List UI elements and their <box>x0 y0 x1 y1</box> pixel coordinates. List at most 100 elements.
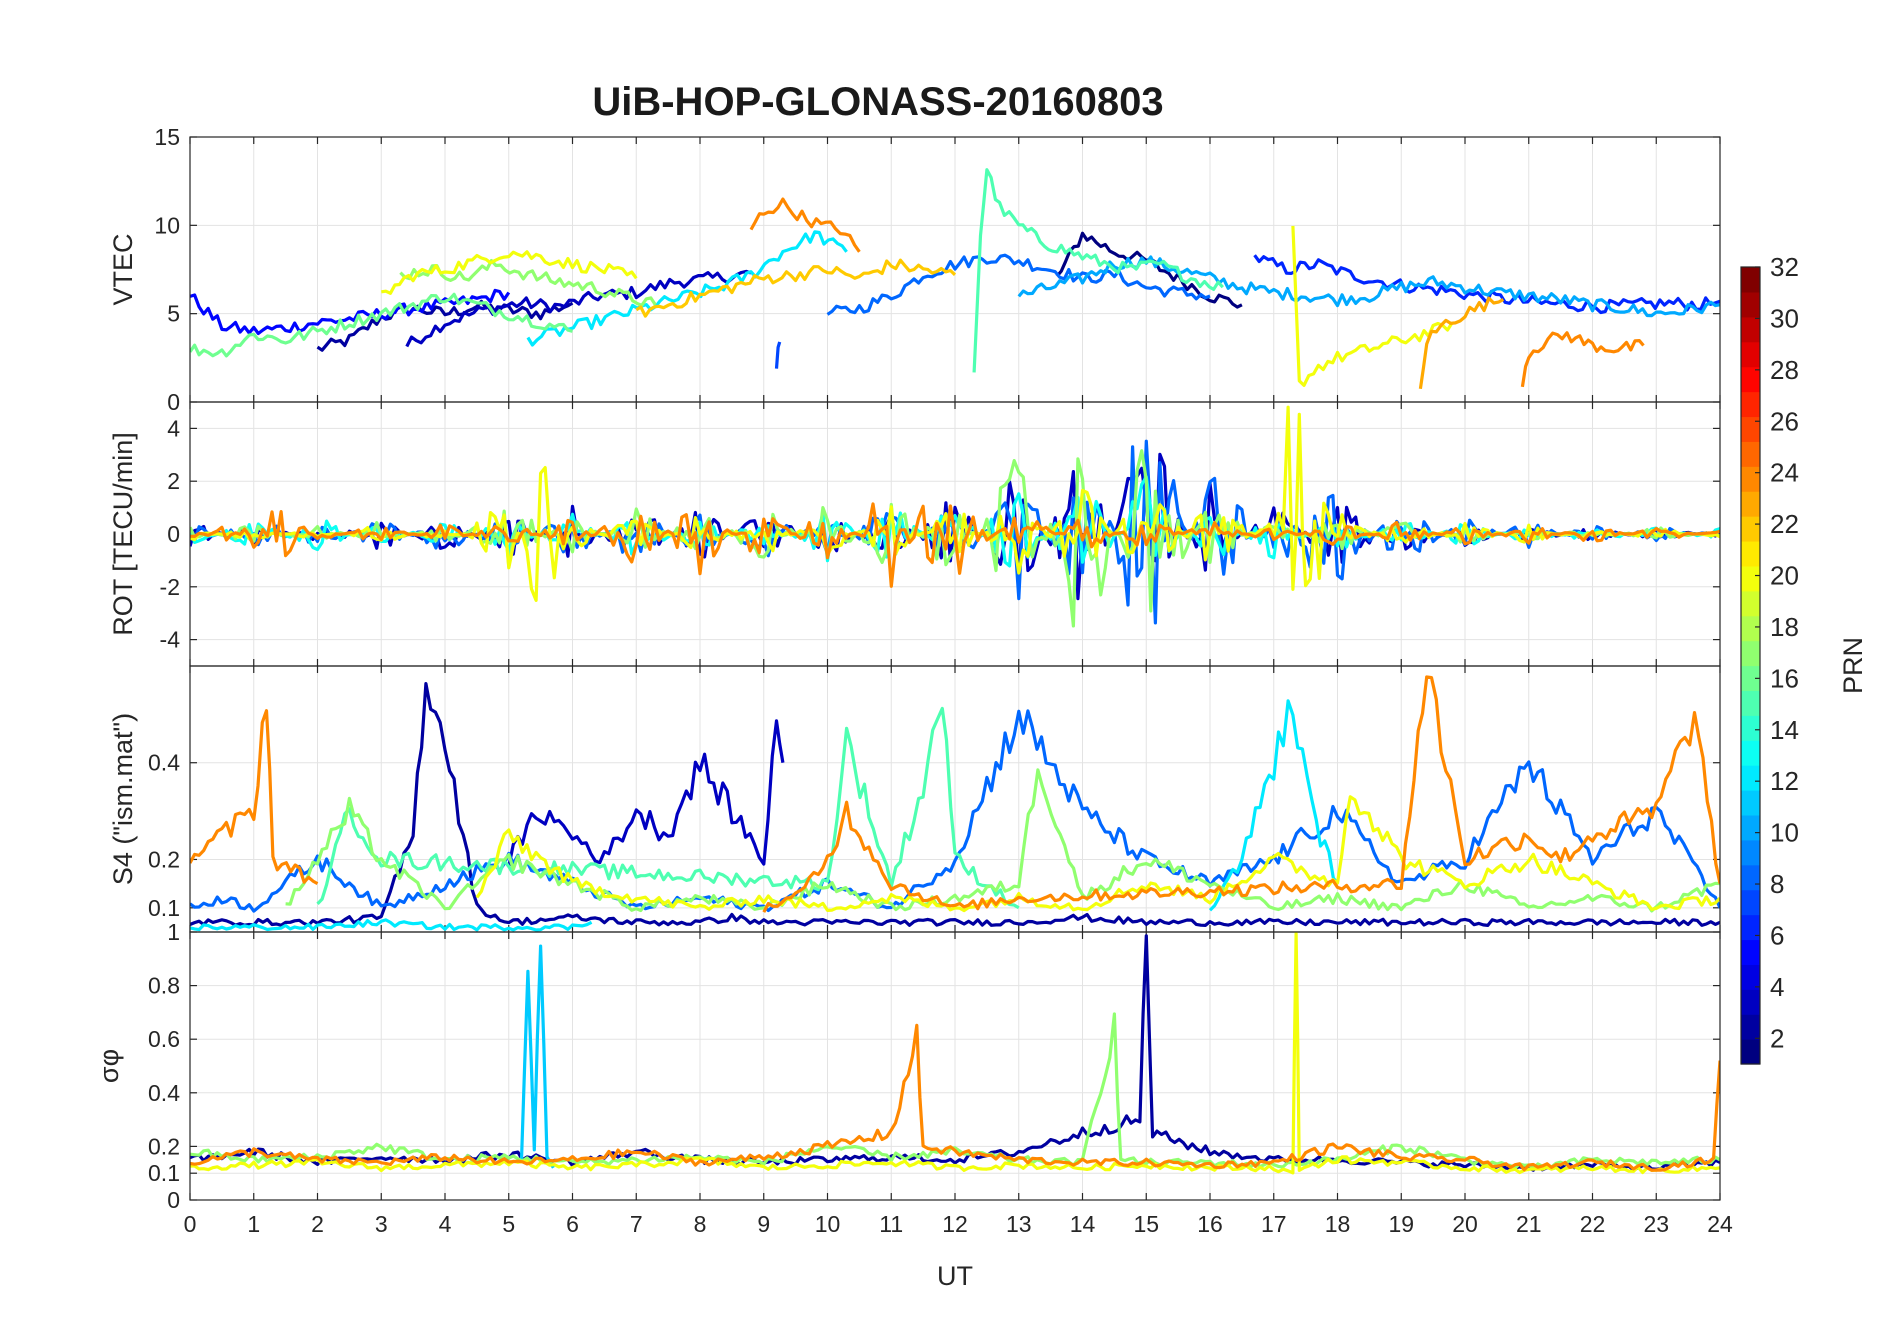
x-tick-label: 13 <box>1006 1211 1032 1237</box>
series-group <box>190 932 1720 1175</box>
y-axis-label: VTEC <box>108 233 138 305</box>
y-axis-label: σφ <box>94 1049 124 1083</box>
y-tick-label: 0.2 <box>148 1133 180 1159</box>
series-line-prn-2 <box>316 299 574 352</box>
series-line-prn-7 <box>774 341 782 369</box>
y-tick-label: 0.8 <box>148 973 180 999</box>
colorbar-segment <box>1741 391 1760 418</box>
colorbar-segment <box>1741 939 1760 965</box>
colorbar-tick-label: 30 <box>1770 303 1799 333</box>
series-group <box>190 675 1720 932</box>
colorbar-segment <box>1741 1014 1760 1040</box>
x-tick-label: 8 <box>694 1211 707 1237</box>
x-tick-label: 23 <box>1643 1211 1669 1237</box>
panel-3: 0.1 0.2 0.4 S4 ("ism.mat") <box>108 665 1721 933</box>
x-tick-label: 6 <box>566 1211 579 1237</box>
series-line-prn-11 <box>519 944 555 1169</box>
panel-1: 0 5 10 15 VTEC <box>108 124 1721 415</box>
colorbar-segment <box>1741 740 1760 766</box>
x-tick-label: 14 <box>1070 1211 1096 1237</box>
y-tick-label: 5 <box>167 301 180 327</box>
y-tick-label: 0 <box>167 521 180 547</box>
series-group <box>190 168 1720 390</box>
x-axis-label: UT <box>937 1261 973 1291</box>
series-line-prn-12 <box>190 918 593 932</box>
x-tick-label: 17 <box>1261 1211 1287 1237</box>
y-tick-label: 0.1 <box>148 895 180 921</box>
colorbar-segment <box>1741 690 1760 716</box>
x-tick-label: 4 <box>439 1211 452 1237</box>
x-tick-label: 0 <box>184 1211 197 1237</box>
y-tick-label: 0 <box>167 1187 180 1213</box>
colorbar-segment <box>1741 366 1760 393</box>
y-tick-label: 1 <box>167 919 180 945</box>
x-tick-label: 19 <box>1388 1211 1414 1237</box>
x-tick-label: 15 <box>1133 1211 1159 1237</box>
x-tick-label: 5 <box>502 1211 515 1237</box>
colorbar-segment <box>1741 540 1760 567</box>
series-line-prn-24 <box>190 502 1720 588</box>
series-line-prn-12 <box>526 230 848 347</box>
colorbar-tick-label: 12 <box>1770 766 1799 796</box>
colorbar-tick-label: 20 <box>1770 561 1799 591</box>
colorbar-segment <box>1741 765 1760 791</box>
series-line-prn-2 <box>190 681 1720 928</box>
y-tick-label: 10 <box>154 212 180 238</box>
series-line-prn-20 <box>475 795 1720 913</box>
y-axis-label: ROT [TECU/min] <box>108 432 138 636</box>
series-line-prn-20 <box>381 250 638 295</box>
colorbar-segment <box>1741 914 1760 941</box>
colorbar-tick-label: 10 <box>1770 818 1799 848</box>
y-tick-label: 0.2 <box>148 846 180 872</box>
series-line-prn-24 <box>749 197 861 253</box>
colorbar-segment <box>1741 790 1760 816</box>
colorbar-segment <box>1741 665 1760 692</box>
series-line-prn-1 <box>1055 231 1243 309</box>
y-tick-label: -4 <box>160 627 181 653</box>
y-tick-label: -2 <box>160 574 180 600</box>
x-tick-label: 12 <box>942 1211 968 1237</box>
x-tick-label: 18 <box>1325 1211 1351 1237</box>
colorbar-segment <box>1741 291 1760 318</box>
colorbar-segment <box>1741 590 1760 617</box>
panel-2: -4 -2 0 2 4 ROT [TECU/min] <box>108 401 1721 667</box>
colorbar-segment <box>1741 715 1760 741</box>
x-tick-label: 2 <box>311 1211 324 1237</box>
colorbar-segment <box>1741 1039 1760 1065</box>
colorbar-tick-label: 4 <box>1770 972 1784 1002</box>
y-tick-label: 0.4 <box>148 1080 180 1106</box>
y-tick-label: 0.4 <box>148 750 180 776</box>
series-line-prn-24 <box>190 1023 1720 1172</box>
colorbar-tick-label: 6 <box>1770 920 1784 950</box>
colorbar-segment <box>1741 565 1760 592</box>
series-line-prn-24 <box>762 675 1720 913</box>
series-line-prn-8 <box>826 253 1211 316</box>
series-line-prn-5 <box>190 288 511 336</box>
colorbar-segment <box>1741 516 1760 542</box>
panel-frame <box>189 931 1721 1201</box>
x-tick-label: 21 <box>1516 1211 1542 1237</box>
colorbar-segment <box>1741 640 1760 667</box>
colorbar-segment <box>1741 964 1760 990</box>
series-line-prn-24 <box>190 709 319 885</box>
colorbar-segment <box>1741 316 1760 343</box>
colorbar-tick-label: 26 <box>1770 406 1799 436</box>
series-line-prn-20 <box>190 932 1720 1175</box>
y-tick-label: 0.1 <box>148 1160 180 1186</box>
x-tick-label: 16 <box>1197 1211 1223 1237</box>
y-tick-label: 4 <box>167 415 180 441</box>
y-tick-label: 0 <box>167 389 180 415</box>
colorbar-segment <box>1741 864 1760 891</box>
x-tick-label: 11 <box>879 1211 903 1237</box>
series-line-prn-17 <box>399 259 657 307</box>
series-line-prn-17 <box>285 768 1720 913</box>
y-tick-label: 15 <box>154 124 180 150</box>
colorbar-segment <box>1741 889 1760 916</box>
panel-4: 00.10.2 0.4 0.6 0.8 1 σφ <box>94 919 1721 1213</box>
colorbar-segment <box>1741 267 1760 293</box>
series-line-prn-22 <box>635 258 957 318</box>
colorbar-tick-label: 22 <box>1770 509 1799 539</box>
